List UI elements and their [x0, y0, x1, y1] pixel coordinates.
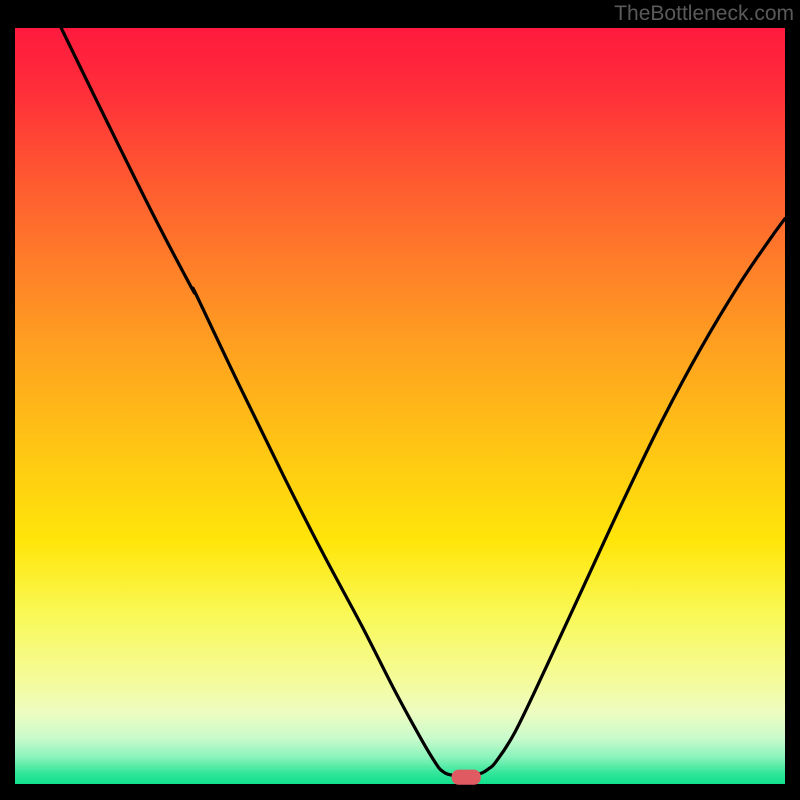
optimal-marker	[452, 770, 481, 785]
watermark-text: TheBottleneck.com	[614, 2, 794, 26]
bottleneck-chart	[0, 0, 800, 800]
chart-container: { "watermark_text": "TheBottleneck.com",…	[0, 0, 800, 800]
